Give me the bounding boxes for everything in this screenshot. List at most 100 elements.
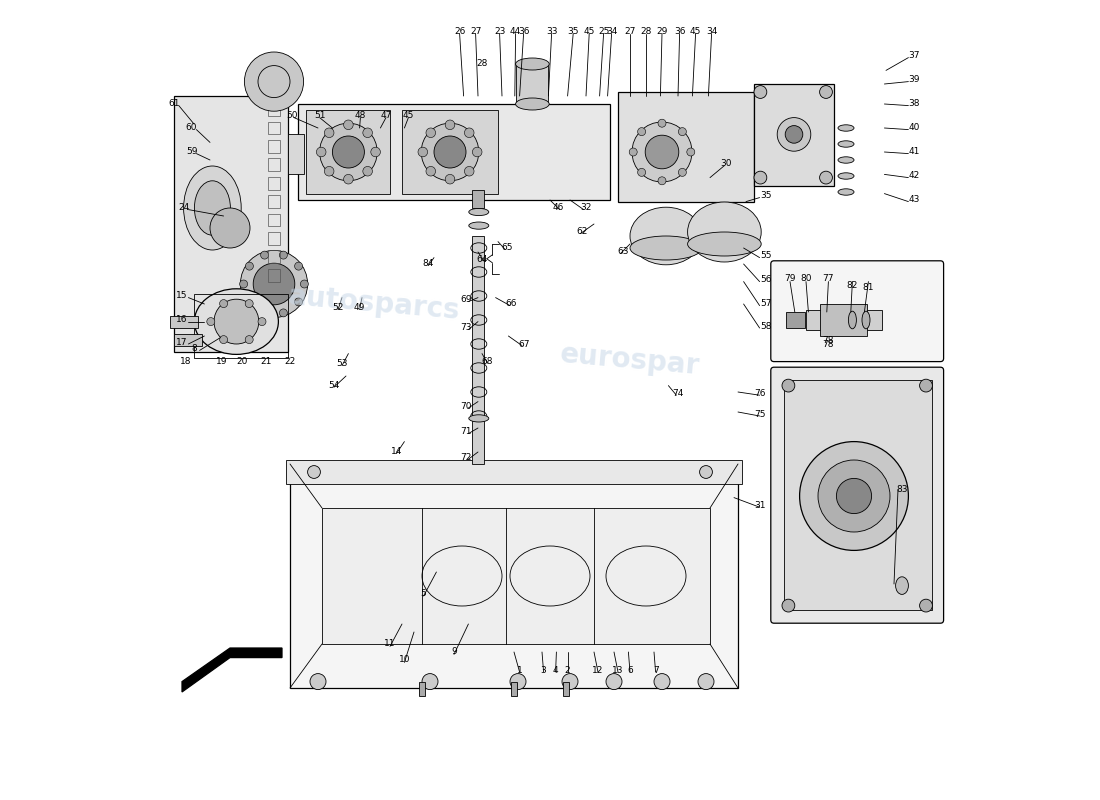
Bar xyxy=(267,250,280,263)
Ellipse shape xyxy=(646,135,679,169)
Text: 25: 25 xyxy=(598,27,609,37)
Polygon shape xyxy=(784,380,933,610)
Circle shape xyxy=(679,168,686,176)
Circle shape xyxy=(818,460,890,532)
Text: 4: 4 xyxy=(553,666,559,675)
Text: 81: 81 xyxy=(862,283,874,293)
Circle shape xyxy=(658,119,666,127)
Circle shape xyxy=(207,318,215,326)
Circle shape xyxy=(686,148,695,156)
Text: 43: 43 xyxy=(909,195,920,205)
Ellipse shape xyxy=(469,222,488,230)
Text: 34: 34 xyxy=(706,27,717,37)
Ellipse shape xyxy=(838,173,854,179)
Text: 49: 49 xyxy=(354,303,365,313)
Polygon shape xyxy=(306,110,390,194)
Text: 14: 14 xyxy=(390,447,403,457)
Text: 64: 64 xyxy=(476,255,487,265)
Circle shape xyxy=(698,674,714,690)
Circle shape xyxy=(324,166,334,176)
Bar xyxy=(472,236,484,464)
Text: 68: 68 xyxy=(482,357,493,366)
Circle shape xyxy=(606,674,621,690)
Ellipse shape xyxy=(895,577,909,594)
Circle shape xyxy=(920,379,933,392)
Ellipse shape xyxy=(862,311,870,329)
Text: 13: 13 xyxy=(613,666,624,675)
Text: 82: 82 xyxy=(847,281,858,290)
Text: 71: 71 xyxy=(460,427,472,437)
Text: 5: 5 xyxy=(420,589,427,598)
Text: 24: 24 xyxy=(178,203,189,213)
Circle shape xyxy=(245,299,253,307)
Circle shape xyxy=(371,147,381,157)
Text: 6: 6 xyxy=(627,666,632,675)
FancyBboxPatch shape xyxy=(771,367,944,623)
Text: 60: 60 xyxy=(186,123,197,133)
Ellipse shape xyxy=(434,136,466,168)
Circle shape xyxy=(295,298,302,306)
Text: 23: 23 xyxy=(494,27,505,37)
Text: 34: 34 xyxy=(606,27,617,37)
Circle shape xyxy=(241,250,308,318)
Bar xyxy=(806,310,882,330)
Text: 50: 50 xyxy=(287,111,298,121)
Circle shape xyxy=(562,674,578,690)
Ellipse shape xyxy=(838,141,854,147)
Circle shape xyxy=(317,147,326,157)
Ellipse shape xyxy=(688,232,761,256)
Circle shape xyxy=(279,251,287,259)
Text: 28: 28 xyxy=(476,59,487,69)
Bar xyxy=(287,134,304,174)
Bar xyxy=(286,460,742,484)
Text: 77: 77 xyxy=(823,274,834,283)
Text: 52: 52 xyxy=(332,303,343,313)
Bar xyxy=(267,214,280,226)
Ellipse shape xyxy=(516,98,549,110)
Text: 27: 27 xyxy=(625,27,636,37)
Text: 7: 7 xyxy=(652,666,659,675)
Text: 76: 76 xyxy=(754,389,766,398)
Text: 20: 20 xyxy=(236,357,248,366)
Circle shape xyxy=(820,171,833,184)
Text: 61: 61 xyxy=(168,99,179,109)
Circle shape xyxy=(418,147,428,157)
Bar xyxy=(267,269,280,282)
Text: 22: 22 xyxy=(285,357,296,366)
Circle shape xyxy=(245,262,253,270)
Text: 83: 83 xyxy=(896,485,907,494)
Ellipse shape xyxy=(421,123,478,181)
Bar xyxy=(267,177,280,190)
Text: 58: 58 xyxy=(760,322,772,331)
Ellipse shape xyxy=(630,236,702,260)
Bar xyxy=(472,190,484,208)
Circle shape xyxy=(261,309,268,317)
Text: 33: 33 xyxy=(546,27,558,37)
Ellipse shape xyxy=(688,202,761,262)
Bar xyxy=(194,294,288,358)
Bar xyxy=(267,195,280,208)
Circle shape xyxy=(240,280,248,288)
Circle shape xyxy=(220,336,228,344)
Circle shape xyxy=(446,174,454,184)
Text: 18: 18 xyxy=(180,357,191,366)
Circle shape xyxy=(426,128,436,138)
Text: 8: 8 xyxy=(191,343,197,353)
Text: 31: 31 xyxy=(754,501,766,510)
Text: 36: 36 xyxy=(674,27,685,37)
Text: 28: 28 xyxy=(640,27,651,37)
Circle shape xyxy=(658,177,666,185)
Ellipse shape xyxy=(320,123,377,181)
Ellipse shape xyxy=(838,125,854,131)
Circle shape xyxy=(782,599,795,612)
Bar xyxy=(174,334,202,346)
Circle shape xyxy=(422,674,438,690)
Text: 84: 84 xyxy=(422,259,435,269)
Circle shape xyxy=(638,128,646,136)
Text: 78: 78 xyxy=(823,339,834,349)
Text: 38: 38 xyxy=(909,99,920,109)
Text: 66: 66 xyxy=(506,299,517,309)
Text: 72: 72 xyxy=(460,453,472,462)
Text: 48: 48 xyxy=(354,111,366,121)
Circle shape xyxy=(464,128,474,138)
